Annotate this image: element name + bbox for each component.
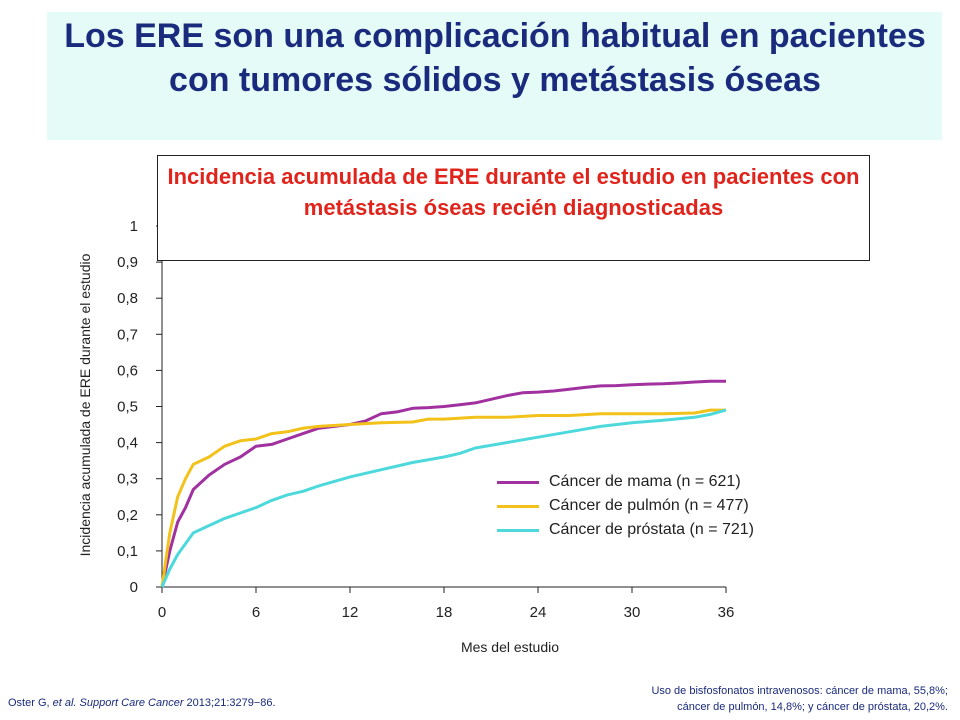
y-tick-label: 0,6 <box>117 362 138 379</box>
footer-note: Uso de bisfosfonatos intravenosos: cánce… <box>528 683 948 715</box>
legend-label-pulmon: Cáncer de pulmón (n = 477) <box>549 497 749 514</box>
legend-item-pulmon: Cáncer de pulmón (n = 477) <box>497 494 754 518</box>
chart-title: Incidencia acumulada de ERE durante el e… <box>158 161 869 223</box>
y-tick-label: 0,2 <box>117 507 138 524</box>
y-axis-label: Incidencia acumulada de ERE durante el e… <box>77 253 93 556</box>
y-tick-label: 0,7 <box>117 326 138 343</box>
legend-swatch-prostata <box>497 528 539 532</box>
chart-axes: 0 6 12 18 24 30 36 0 0,1 0,2 0,3 0,4 0,5 0,6 0,7 0,8 0,9… <box>117 218 734 621</box>
chart-lines <box>160 379 727 588</box>
y-tick-label: 0,8 <box>117 290 138 307</box>
citation-journal: Support Care Cancer <box>79 697 184 709</box>
chart-title-bold: ERE <box>434 164 480 189</box>
citation-etal: et al. <box>52 697 77 709</box>
legend-item-prostata: Cáncer de próstata (n = 721) <box>497 518 754 542</box>
chart-title-post: durante el estudio en pacientes con metá… <box>303 164 860 220</box>
slide-title: Los ERE son una complicación habitual en… <box>64 17 926 99</box>
series-line-0 <box>160 379 726 588</box>
y-tick-label: 0,4 <box>117 435 138 452</box>
legend-swatch-mama <box>497 480 539 484</box>
legend-label-prostata: Cáncer de próstata (n = 721) <box>549 521 755 538</box>
x-axis-label: Mes del estudio <box>461 639 559 655</box>
chart-inset-box: Incidencia acumulada de ERE durante el e… <box>157 155 870 261</box>
legend-item-mama: Cáncer de mama (n = 621) <box>497 470 754 494</box>
footer-citation: Oster G, et al. Support Care Cancer 2013… <box>8 697 276 709</box>
y-tick-label: 0,5 <box>117 399 138 416</box>
x-tick-label: 24 <box>530 604 547 621</box>
y-tick-label: 1 <box>130 218 138 235</box>
footer-note-line-2: cáncer de pulmón, 14,8%; y cáncer de pró… <box>677 701 948 713</box>
legend-label-mama: Cáncer de mama (n = 621) <box>549 473 741 490</box>
y-tick-label: 0,9 <box>117 254 138 271</box>
y-tick-label: 0,1 <box>117 543 138 560</box>
y-tick-label: 0,3 <box>117 471 138 488</box>
citation-author: Oster G, <box>8 697 53 709</box>
y-tick-label: 0 <box>130 579 138 596</box>
x-tick-label: 0 <box>158 604 166 621</box>
chart-legend: Cáncer de mama (n = 621) Cáncer de pulmó… <box>497 470 754 542</box>
legend-swatch-pulmon <box>497 504 539 508</box>
footer-note-line-1: Uso de bisfosfonatos intravenosos: cánce… <box>651 685 948 697</box>
citation-ref: 2013;21:3279−86. <box>183 697 276 709</box>
chart-title-pre: Incidencia acumulada de <box>167 164 435 189</box>
series-line-1 <box>160 408 726 588</box>
series-line-2 <box>160 408 727 588</box>
x-tick-label: 36 <box>718 604 735 621</box>
x-tick-label: 12 <box>342 604 359 621</box>
title-band <box>47 12 942 140</box>
x-tick-label: 6 <box>252 604 260 621</box>
x-tick-label: 30 <box>624 604 641 621</box>
x-tick-label: 18 <box>436 604 453 621</box>
